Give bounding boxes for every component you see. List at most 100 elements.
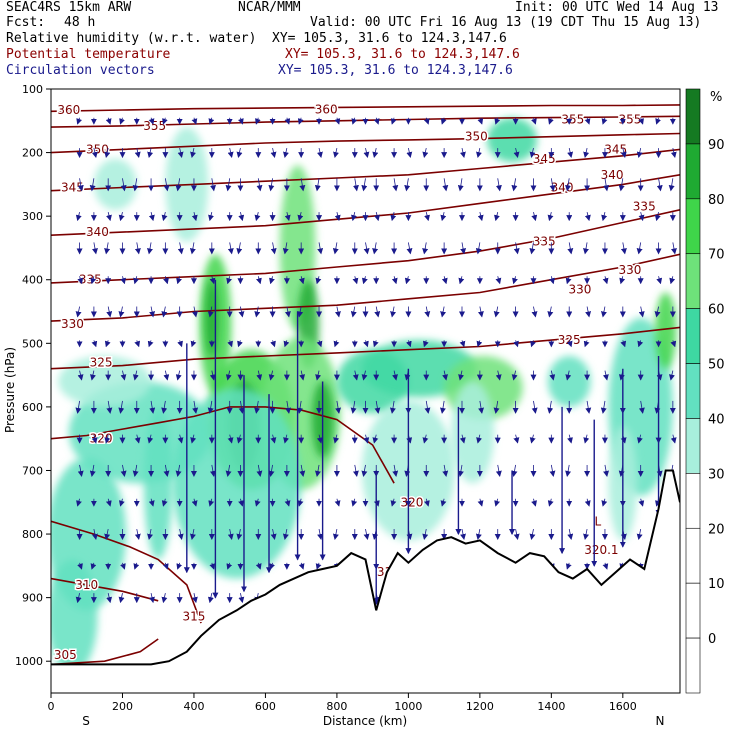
circulation-vector: [91, 340, 98, 348]
circulation-vector: [147, 242, 153, 255]
circulation-vector: [132, 178, 139, 192]
circulation-vector: [315, 276, 322, 285]
circulation-vector: [106, 306, 113, 318]
circulation-vector: [422, 434, 429, 444]
colorbar-swatch: [685, 582, 701, 639]
circulation-vector: [547, 306, 554, 318]
circulation-vector: [236, 242, 243, 255]
circulation-vector: [602, 562, 609, 570]
init-label: Init: 00 UTC Wed 14 Aug 13: [515, 0, 719, 15]
rh-region: [487, 117, 538, 163]
circulation-vector: [458, 370, 465, 381]
circulation-vector: [227, 242, 234, 255]
circulation-vector: [352, 276, 359, 285]
circulation-vector: [602, 276, 609, 285]
circulation-vector: [459, 434, 466, 444]
circulation-vector: [189, 242, 196, 255]
circulation-vector: [423, 498, 430, 507]
circulation-vector: [460, 242, 467, 255]
field3-xy: XY= 105.3, 31.6 to 124.3,147.6: [278, 63, 513, 78]
circulation-vector: [374, 306, 381, 318]
circulation-vector: [636, 434, 643, 444]
circulation-vector: [225, 464, 232, 477]
circulation-vector: [77, 464, 84, 477]
circulation-vector: [549, 178, 556, 192]
circulation-vector: [315, 370, 322, 381]
circulation-vector: [314, 178, 321, 192]
circulation-vector: [493, 306, 500, 318]
isentrope-310: [51, 577, 159, 602]
circulation-vector: [297, 306, 304, 318]
circulation-vector: [161, 212, 168, 222]
circulation-vector: [459, 340, 466, 348]
circulation-vector: [75, 400, 82, 414]
circulation-vector: [147, 340, 154, 348]
circulation-vector: [529, 147, 536, 159]
isentrope-label: 355: [561, 113, 584, 127]
circulation-vector: [476, 434, 482, 444]
circulation-vector: [270, 528, 277, 541]
circulation-vector: [363, 528, 370, 541]
circulation-vector: [284, 117, 291, 125]
circulation-vector: [584, 117, 591, 125]
circulation-vector: [529, 528, 536, 541]
circulation-vector: [90, 370, 96, 381]
circulation-vector: [209, 464, 216, 477]
circulation-vector: [91, 528, 98, 541]
circulation-vector: [442, 464, 449, 477]
isentrope-label: 345: [533, 152, 556, 166]
circulation-vector: [494, 498, 500, 507]
circulation-vector: [207, 593, 214, 604]
circulation-vector: [237, 340, 243, 348]
circulation-vector: [511, 370, 518, 381]
valid-label: Valid: 00 UTC Fri 16 Aug 13 (19 CDT Thu …: [310, 15, 702, 30]
circulation-vector: [602, 370, 609, 381]
circulation-vector: [133, 562, 140, 570]
circulation-vector: [227, 434, 234, 444]
circulation-vector: [493, 400, 500, 414]
circulation-vector: [638, 117, 644, 125]
circulation-vector: [442, 370, 448, 381]
field1-label: Relative humidity (w.r.t. water): [6, 31, 257, 46]
circulation-vector: [334, 306, 341, 318]
circulation-vector: [238, 593, 245, 604]
circulation-vector: [567, 147, 574, 159]
circulation-vector: [163, 370, 170, 381]
circulation-vector: [547, 498, 554, 507]
isentrope-label: 310: [75, 578, 98, 592]
circulation-vector: [601, 212, 608, 222]
y-tick-label: 900: [22, 592, 43, 605]
circulation-vector: [299, 464, 306, 477]
model-label: SEAC4RS 15km ARW: [6, 0, 132, 15]
circulation-vector: [620, 340, 627, 348]
circulation-vector: [299, 178, 306, 192]
circulation-vector: [268, 370, 275, 381]
circulation-vector: [89, 178, 96, 192]
org-label: NCAR/MMM: [238, 0, 301, 15]
circulation-vector: [190, 434, 197, 444]
circulation-vector: [565, 276, 572, 285]
circulation-vector: [583, 528, 590, 541]
circulation-vector: [512, 276, 518, 285]
circulation-vector: [132, 464, 139, 477]
circulation-vector: [440, 498, 447, 507]
circulation-vector: [317, 242, 324, 255]
circulation-vector: [529, 242, 536, 255]
isentrope-label: 320: [90, 432, 113, 446]
circulation-vector: [254, 400, 261, 414]
circulation-vector: [423, 117, 430, 125]
circulation-vector: [163, 276, 169, 285]
circulation-vector: [530, 340, 536, 348]
circulation-vector: [75, 306, 82, 318]
circulation-vector: [162, 562, 169, 570]
circulation-vector: [361, 276, 368, 285]
circulation-vector: [118, 593, 125, 604]
circulation-vector: [285, 400, 292, 414]
circulation-vector: [513, 528, 520, 541]
circulation-vector: [620, 242, 627, 255]
circulation-vector: [176, 276, 182, 285]
rh-region: [58, 356, 152, 407]
circulation-vector: [177, 147, 184, 159]
circulation-vector: [476, 147, 482, 159]
